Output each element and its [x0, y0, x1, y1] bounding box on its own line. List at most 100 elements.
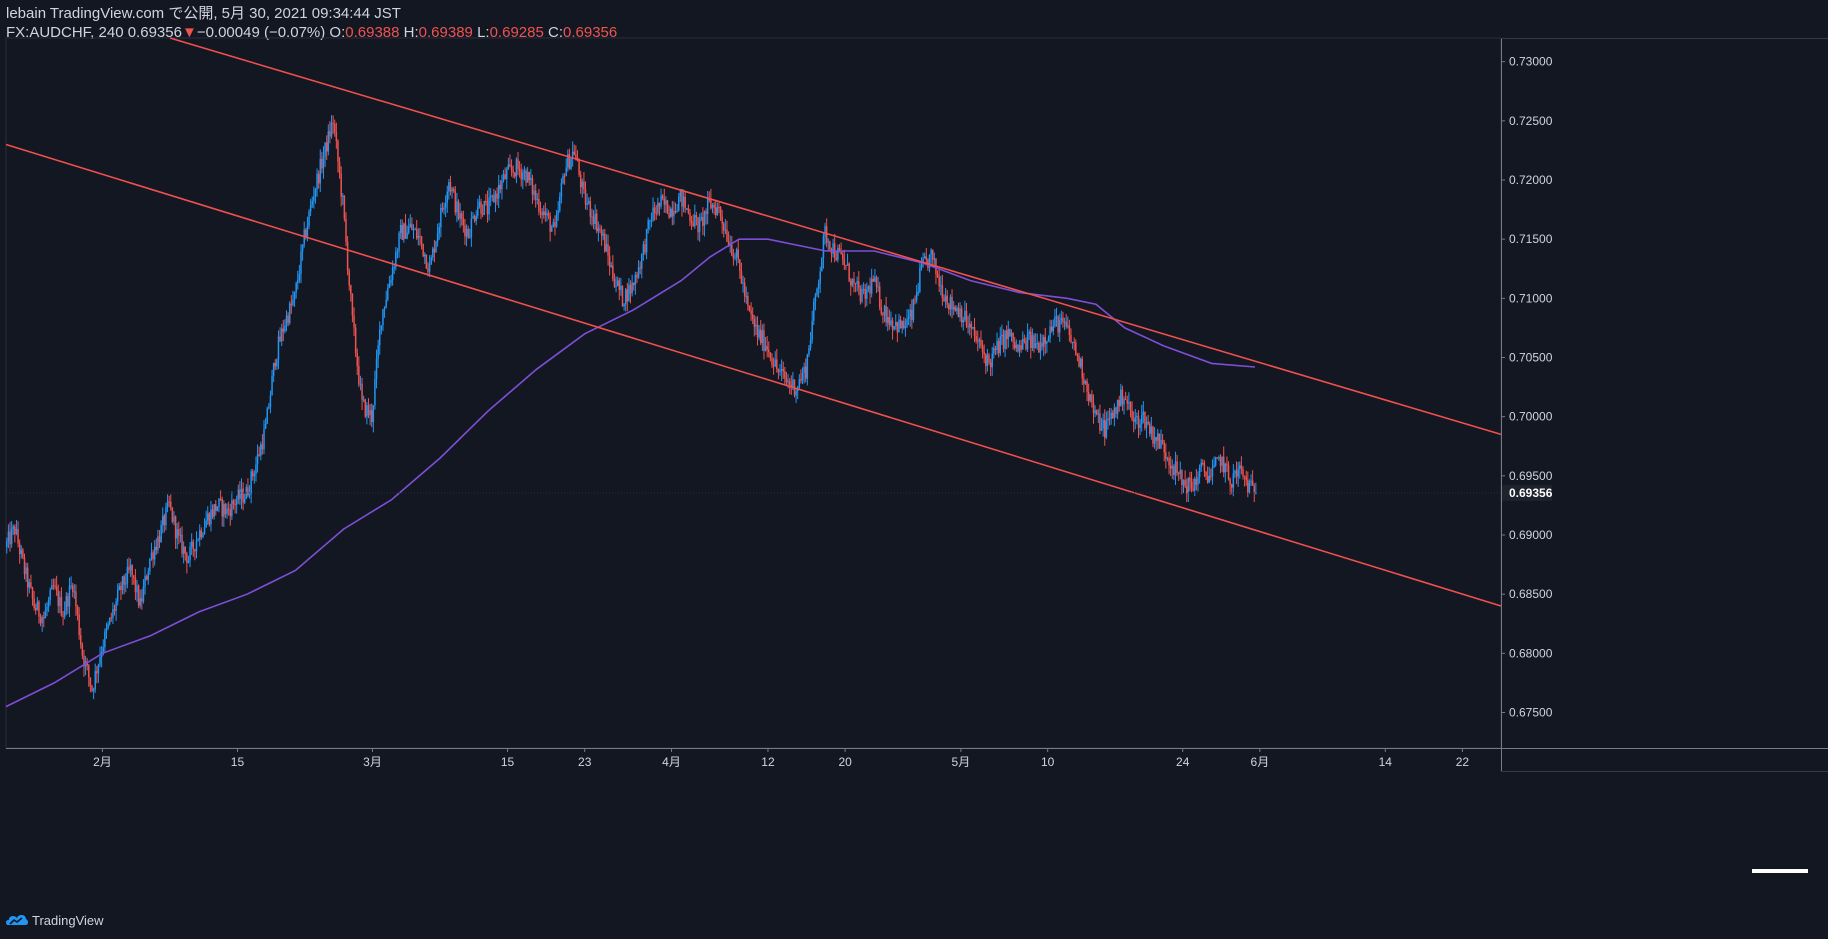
candle-body: [546, 213, 548, 216]
candle-body: [694, 214, 696, 227]
candle-body: [1075, 342, 1077, 355]
candle-body: [457, 201, 460, 219]
candle-body: [253, 474, 256, 477]
x-tick-label: 12: [761, 755, 775, 769]
candle-body: [967, 325, 969, 328]
candle-body: [1005, 330, 1008, 339]
candle-body: [776, 359, 778, 370]
candle-body: [1023, 339, 1026, 341]
candle-body: [1012, 332, 1014, 342]
candle-body: [94, 671, 96, 690]
candle-body: [604, 233, 606, 252]
candle-body: [1226, 463, 1228, 466]
candle-body: [34, 607, 37, 611]
candle-body: [1208, 475, 1210, 483]
candle-body: [1179, 470, 1182, 474]
candle-body: [1139, 424, 1141, 429]
candle-body: [1049, 326, 1051, 339]
candle-body: [748, 305, 751, 311]
candle-body: [920, 264, 923, 268]
candle-body: [758, 329, 760, 338]
candle-body: [475, 215, 477, 221]
candle-body: [841, 254, 844, 260]
candle-body: [1221, 456, 1223, 466]
candle-body: [721, 216, 723, 224]
candle-body: [391, 267, 394, 280]
candle-body: [1203, 463, 1206, 472]
candle-body: [284, 325, 286, 332]
candle-body: [862, 288, 865, 290]
candle-body: [819, 271, 821, 284]
candle-body: [160, 524, 162, 543]
candle-body: [875, 277, 878, 287]
candle-body: [1099, 413, 1101, 431]
candle-body: [1189, 477, 1191, 482]
candle-body: [451, 188, 453, 192]
candle-body: [772, 365, 775, 367]
candle-body: [504, 174, 506, 180]
candle-body: [287, 315, 289, 324]
candle-body: [60, 597, 63, 616]
low-label: L:: [477, 24, 490, 41]
candle-body: [698, 219, 701, 233]
x-tick-label: 22: [1456, 755, 1470, 769]
candle-body: [1030, 331, 1032, 348]
candle-body: [1031, 335, 1034, 348]
candle-body: [367, 405, 370, 416]
candle-body: [383, 307, 386, 310]
candle-body: [1076, 354, 1079, 356]
candle-body: [420, 236, 423, 244]
candle-body: [361, 383, 363, 400]
candle-body: [522, 173, 524, 180]
candle-body: [973, 327, 976, 337]
candle-body: [980, 339, 982, 346]
x-tick-label: 20: [838, 755, 852, 769]
candle-body: [549, 216, 551, 232]
candle-body: [957, 307, 960, 318]
candle-body: [798, 379, 801, 388]
candle-body: [507, 164, 510, 170]
candle-body: [1200, 462, 1202, 468]
candle-body: [1017, 345, 1019, 352]
candle-body: [120, 585, 122, 591]
candle-body: [1084, 380, 1087, 384]
candle-body: [478, 201, 481, 207]
candle-body: [1065, 321, 1067, 327]
candle-body: [719, 207, 722, 217]
candle-body: [1086, 380, 1088, 392]
candle-body: [75, 591, 77, 607]
candle-body: [224, 504, 227, 515]
candle-body: [237, 489, 240, 500]
candle-body: [1055, 316, 1058, 318]
candle-body: [559, 196, 561, 211]
candle-body: [364, 399, 367, 417]
candle-body: [472, 216, 474, 219]
candle-body: [1157, 433, 1159, 441]
candle-body: [329, 131, 331, 137]
candle-body: [711, 204, 714, 209]
candle-body: [176, 529, 178, 539]
candle-body: [928, 254, 931, 268]
candle-body: [1044, 336, 1047, 344]
open-label: O:: [329, 24, 346, 41]
candle-body: [433, 248, 436, 253]
candle-body: [869, 286, 871, 294]
candle-body: [637, 267, 640, 278]
candle-body: [745, 296, 748, 298]
candle-body: [941, 285, 944, 298]
candle-body: [1169, 465, 1172, 469]
candle-body: [501, 180, 503, 190]
candle-body: [700, 217, 703, 220]
x-tick-label: 2月: [93, 755, 112, 769]
candle-body: [581, 181, 584, 188]
candle-body: [534, 190, 537, 200]
candle-body: [771, 358, 773, 366]
candle-body: [239, 489, 241, 499]
tradingview-brand[interactable]: TradingView: [6, 910, 104, 930]
candle-body: [780, 369, 783, 371]
candle-body: [268, 407, 270, 409]
candle-body: [1063, 321, 1066, 323]
candle-body: [684, 196, 686, 209]
candle-body: [1010, 332, 1013, 337]
